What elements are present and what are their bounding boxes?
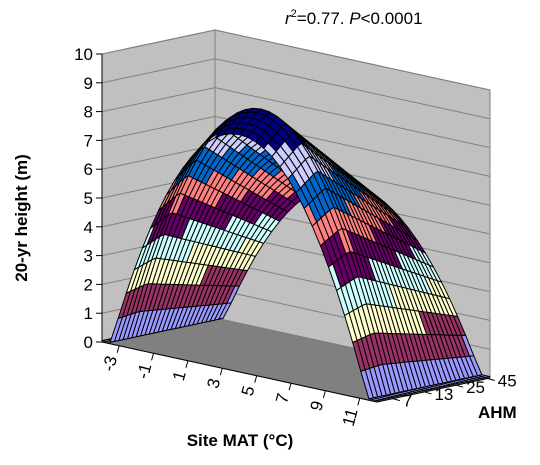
z-tick-label: 8 — [84, 103, 93, 122]
z-gridline-back — [214, 58, 491, 120]
y-tick-mark — [455, 384, 464, 388]
x-tick-label: -3 — [99, 354, 121, 374]
x-tick-mark — [116, 345, 120, 353]
x-tick-label: 5 — [238, 384, 259, 398]
x-tick-label: 3 — [203, 376, 224, 390]
x-tick-label: 11 — [339, 406, 362, 428]
r-symbol: r — [285, 9, 292, 28]
y-tick-label: 45 — [498, 371, 517, 390]
z-axis-title: 20-yr height (m) — [12, 154, 31, 282]
y-tick-mark — [487, 377, 495, 381]
y-tick-label: 7 — [403, 392, 412, 411]
z-gridline — [101, 87, 216, 113]
r-exponent: 2 — [291, 8, 297, 20]
z-tick-label: 0 — [84, 333, 93, 352]
z-tick-label: 7 — [84, 131, 93, 150]
y-tick-mark — [424, 391, 432, 395]
p-value: <0.0001 — [361, 9, 423, 28]
x-axis-title: Site MAT (°C) — [187, 431, 294, 450]
x-tick-label: 9 — [306, 399, 327, 413]
response-surface — [101, 107, 491, 402]
surface-cell — [368, 397, 382, 402]
z-gridline — [101, 29, 216, 55]
x-tick-mark — [219, 368, 223, 376]
x-tick-mark — [185, 360, 189, 368]
x-tick-label: 7 — [272, 391, 293, 405]
z-tick-label: 5 — [84, 189, 93, 208]
z-gridline-back — [214, 87, 491, 149]
z-gridline — [101, 115, 216, 141]
fit-statistics: r2=0.77. P<0.0001 — [285, 8, 423, 28]
x-tick-mark — [254, 375, 258, 383]
x-tick-label: 1 — [169, 369, 190, 383]
x-axis-line — [101, 341, 378, 403]
z-tick-label: 2 — [84, 275, 93, 294]
z-gridline — [101, 58, 216, 84]
x-tick-label: -1 — [133, 361, 155, 381]
z-tick-label: 1 — [84, 304, 93, 323]
y-tick-label: 13 — [434, 385, 453, 404]
z-gridline-back — [214, 29, 491, 91]
y-axis: 7 13 25 45 — [376, 371, 517, 411]
p-symbol: P — [349, 9, 361, 28]
z-tick-label: 4 — [84, 218, 93, 237]
x-tick-mark — [322, 390, 326, 398]
z-tick-label: 9 — [84, 74, 93, 93]
y-tick-label: 25 — [466, 378, 485, 397]
x-tick-mark — [357, 398, 361, 406]
r-value: =0.77. — [297, 9, 349, 28]
y-axis-line — [376, 377, 491, 403]
x-tick-mark — [151, 353, 155, 361]
z-tick-label: 3 — [84, 247, 93, 266]
y-axis-title: AHM — [478, 403, 517, 422]
z-tick-label: 6 — [84, 160, 93, 179]
z-tick-label: 10 — [74, 45, 93, 64]
z-gridline — [101, 144, 216, 170]
x-tick-mark — [288, 383, 292, 391]
y-tick-mark — [392, 398, 400, 402]
